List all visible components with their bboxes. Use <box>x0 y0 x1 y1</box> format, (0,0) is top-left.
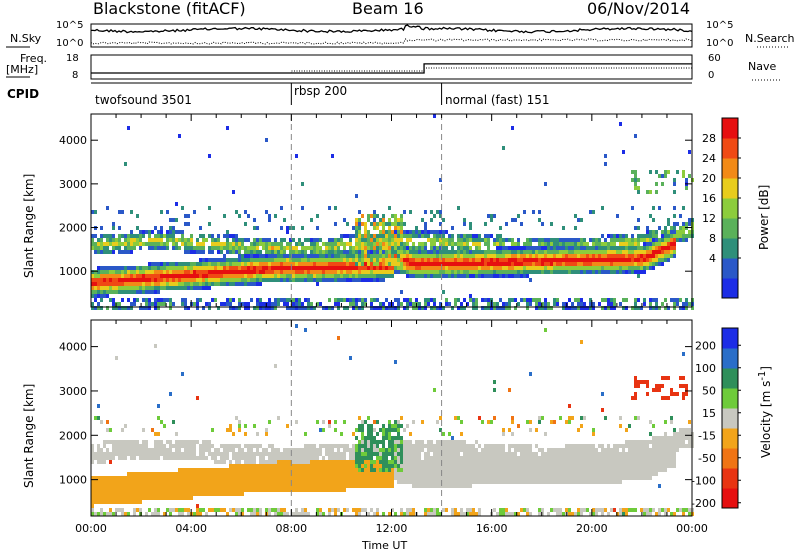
date-title: 06/Nov/2014 <box>587 0 691 18</box>
colorbar-tick-label-1-3: 15 <box>702 407 716 420</box>
freq-panel-frame <box>90 54 693 80</box>
colorbar-tick-label-0-6: 4 <box>709 252 716 265</box>
colorbar-tick-label-0-4: 12 <box>702 212 716 225</box>
nsky-panel-frame <box>90 23 693 48</box>
colorbar-tick-label-1-2: 50 <box>702 384 716 397</box>
colorbar-tick-label-1-7: -200 <box>691 497 716 510</box>
colorbar-cell-1-8 <box>722 328 738 349</box>
radar-title: Blackstone (fitACF) <box>93 0 246 18</box>
colorbar-tick-label-0-3: 16 <box>702 192 716 205</box>
colorbar-cell-1-2 <box>722 448 738 469</box>
ytick-label-1-1: 2000 <box>59 429 87 442</box>
colorbar-cell-1-5 <box>722 388 738 409</box>
nsky-tick-bottom: 10^0 <box>56 38 84 49</box>
colorbar-tick-label-0-0: 28 <box>702 132 716 145</box>
colorbar-cell-0-6 <box>722 158 738 179</box>
cpid-mode-0: twofsound 3501 <box>95 93 192 107</box>
freq-tick-bottom: 8 <box>72 70 79 81</box>
beam-title: Beam 16 <box>352 0 424 18</box>
colorbar-tick-label-0-2: 20 <box>702 172 716 185</box>
ytick-label-1-0: 1000 <box>59 474 87 487</box>
velocity-heatmap-cells <box>91 324 694 516</box>
cpid-mode-1: rbsp 200 <box>294 84 348 98</box>
colorbar-tick-label-1-0: 200 <box>695 339 716 352</box>
freq-unit: [MHz] <box>6 63 39 76</box>
nsearch-label: N.Search <box>745 32 795 45</box>
nsearch-tick-top: 10^5 <box>706 20 734 31</box>
nave-tick-bottom: 0 <box>708 70 715 81</box>
colorbar-frame-0 <box>721 117 739 299</box>
time-tick-label-1: 04:00 <box>175 522 207 535</box>
time-tick-label-4: 16:00 <box>476 522 508 535</box>
ytick-label-0-0: 1000 <box>59 265 87 278</box>
nave-label: Nave <box>748 60 777 73</box>
nsky-tick-top: 10^5 <box>56 20 84 31</box>
nsearch-tick-bottom: 10^0 <box>706 38 734 49</box>
colorbar-cell-1-3 <box>722 428 738 449</box>
time-xlabel: Time UT <box>362 539 408 552</box>
colorbar-cell-1-4 <box>722 408 738 429</box>
nave-series-line <box>91 67 692 74</box>
nsky-label: N.Sky <box>10 32 42 45</box>
colorbar-cell-0-3 <box>722 218 738 239</box>
cpid-label: CPID <box>7 87 40 101</box>
ytick-label-0-3: 4000 <box>59 134 87 147</box>
ytick-label-0-2: 3000 <box>59 178 87 191</box>
colorbar-tick-label-1-1: 100 <box>695 362 716 375</box>
colorbar-cell-1-6 <box>722 368 738 389</box>
colorbar-tick-label-1-4: -15 <box>698 429 716 442</box>
freq-label: Freq. <box>20 52 48 65</box>
ytick-label-1-3: 4000 <box>59 341 87 354</box>
colorbar-cell-0-4 <box>722 198 738 219</box>
colorbar-cell-0-5 <box>722 178 738 199</box>
colorbar-tick-label-0-1: 24 <box>702 152 716 165</box>
ytick-label-1-2: 3000 <box>59 385 87 398</box>
colorbar-tick-label-1-5: -50 <box>698 452 716 465</box>
colorbar-cell-0-0 <box>722 278 738 299</box>
nsky-series-line <box>91 24 693 34</box>
colorbar-cell-1-0 <box>722 488 738 509</box>
colorbar-frame-1 <box>721 327 739 509</box>
colorbar-tick-label-0-5: 8 <box>709 232 716 245</box>
time-tick-label-5: 20:00 <box>576 522 608 535</box>
colorbar-cell-0-7 <box>722 138 738 159</box>
nave-tick-top: 60 <box>708 53 721 64</box>
time-tick-label-3: 12:00 <box>376 522 408 535</box>
colorbar-cell-0-8 <box>722 118 738 139</box>
freq-tick-top: 18 <box>66 53 79 64</box>
time-tick-label-0: 00:00 <box>75 522 107 535</box>
nsearch-series-line <box>90 38 693 45</box>
colorbar-cell-1-7 <box>722 348 738 369</box>
ytick-label-0-1: 2000 <box>59 222 87 235</box>
colorbar-cell-1-1 <box>722 468 738 489</box>
cpid-mode-2: normal (fast) 151 <box>445 93 550 107</box>
colorbar-tick-label-1-6: -100 <box>691 474 716 487</box>
time-tick-label-2: 08:00 <box>275 522 307 535</box>
power-heatmap-cells <box>91 114 694 310</box>
time-tick-label-6: 00:00 <box>676 522 708 535</box>
colorbar-cell-0-2 <box>722 238 738 259</box>
colorbar-cell-0-1 <box>722 258 738 279</box>
